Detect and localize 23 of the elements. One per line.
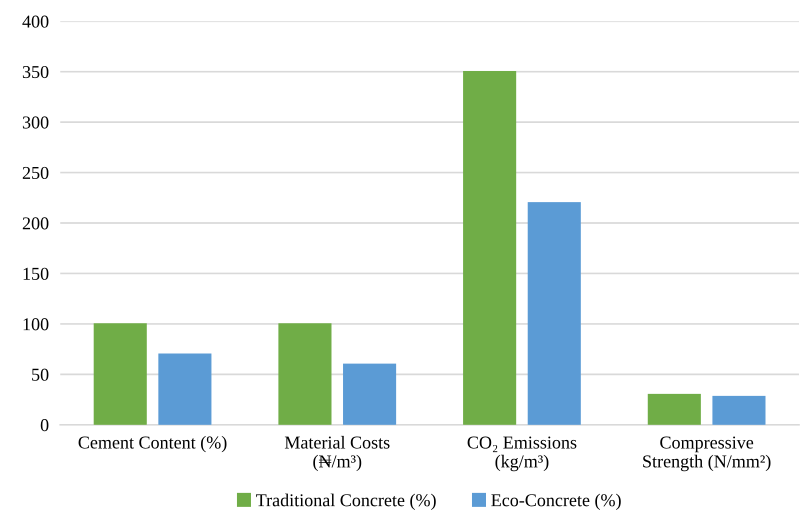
bar: [528, 202, 581, 425]
y-tick-label: 50: [32, 368, 48, 381]
y-tick-label: 100: [24, 318, 48, 330]
legend-label: Eco-Concrete (%): [491, 494, 621, 510]
x-tick-label: CO₂ Emissions (kg/m³): [468, 436, 576, 472]
bar: [343, 364, 396, 425]
y-tick-label: 150: [24, 268, 48, 280]
bar: [463, 70, 516, 425]
y-tick-label: 400: [22, 15, 48, 28]
y-tick-label: 0: [40, 419, 48, 432]
bar: [278, 323, 332, 425]
bar: [648, 394, 701, 425]
y-tick-label: 200: [22, 217, 48, 230]
y-tick-label: 250: [22, 166, 48, 180]
x-tick-label: Cement Content (%): [78, 436, 226, 452]
y-tick-label: 350: [22, 66, 48, 78]
bar: [94, 323, 147, 425]
x-tick-label: Material Costs (₦/m³): [284, 436, 390, 472]
legend-label: Traditional Concrete (%): [256, 494, 436, 510]
bar: [158, 353, 212, 425]
bar: [712, 396, 766, 425]
y-tick-label: 300: [22, 116, 48, 129]
x-tick-label: Compressive Strength (N/mm²): [643, 436, 770, 472]
